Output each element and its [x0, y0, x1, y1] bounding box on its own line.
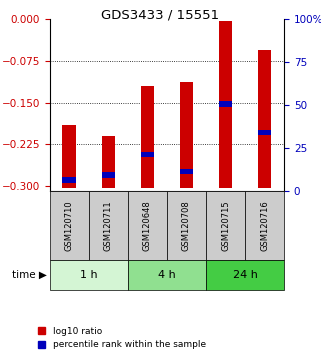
Text: GDS3433 / 15551: GDS3433 / 15551 [101, 9, 220, 22]
Text: 1 h: 1 h [80, 270, 98, 280]
Bar [63, 125, 76, 188]
Text: GSM120716: GSM120716 [260, 200, 269, 251]
Text: GSM120711: GSM120711 [104, 200, 113, 251]
Text: 4 h: 4 h [158, 270, 176, 280]
Bar [101, 136, 115, 188]
Text: 24 h: 24 h [233, 270, 257, 280]
Text: time ▶: time ▶ [12, 270, 47, 280]
Bar [219, 101, 232, 107]
Bar [141, 152, 154, 158]
Legend: log10 ratio, percentile rank within the sample: log10 ratio, percentile rank within the … [38, 327, 206, 349]
Text: GSM120715: GSM120715 [221, 200, 230, 251]
Text: GSM120708: GSM120708 [182, 200, 191, 251]
Text: GSM120710: GSM120710 [65, 200, 74, 251]
Text: GSM120648: GSM120648 [143, 200, 152, 251]
Bar [180, 169, 193, 174]
Bar [219, 21, 232, 188]
Bar [63, 177, 76, 183]
Bar [101, 172, 115, 178]
Bar [180, 82, 193, 188]
Bar [258, 130, 271, 136]
Bar [141, 86, 154, 188]
Bar [258, 50, 271, 188]
